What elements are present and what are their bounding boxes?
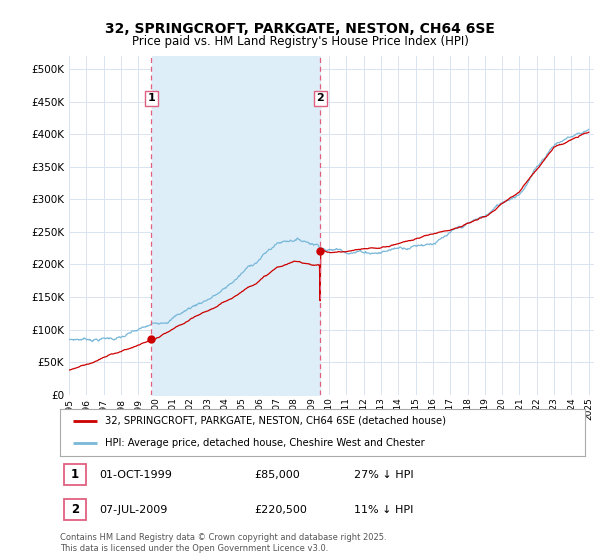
Text: £220,500: £220,500 bbox=[254, 505, 307, 515]
Text: 32, SPRINGCROFT, PARKGATE, NESTON, CH64 6SE: 32, SPRINGCROFT, PARKGATE, NESTON, CH64 … bbox=[105, 22, 495, 36]
Text: 01-OCT-1999: 01-OCT-1999 bbox=[100, 470, 172, 479]
FancyBboxPatch shape bbox=[64, 499, 86, 520]
Text: 2: 2 bbox=[71, 503, 79, 516]
Text: 07-JUL-2009: 07-JUL-2009 bbox=[100, 505, 168, 515]
Text: 32, SPRINGCROFT, PARKGATE, NESTON, CH64 6SE (detached house): 32, SPRINGCROFT, PARKGATE, NESTON, CH64 … bbox=[104, 416, 446, 426]
Text: 27% ↓ HPI: 27% ↓ HPI bbox=[354, 470, 413, 479]
Text: 11% ↓ HPI: 11% ↓ HPI bbox=[354, 505, 413, 515]
Text: £85,000: £85,000 bbox=[254, 470, 300, 479]
Text: HPI: Average price, detached house, Cheshire West and Chester: HPI: Average price, detached house, Ches… bbox=[104, 438, 424, 448]
Text: Price paid vs. HM Land Registry's House Price Index (HPI): Price paid vs. HM Land Registry's House … bbox=[131, 35, 469, 48]
Text: 1: 1 bbox=[71, 468, 79, 481]
FancyBboxPatch shape bbox=[64, 464, 86, 485]
Text: Contains HM Land Registry data © Crown copyright and database right 2025.
This d: Contains HM Land Registry data © Crown c… bbox=[60, 533, 386, 553]
Text: 1: 1 bbox=[148, 94, 155, 104]
Text: 2: 2 bbox=[316, 94, 324, 104]
